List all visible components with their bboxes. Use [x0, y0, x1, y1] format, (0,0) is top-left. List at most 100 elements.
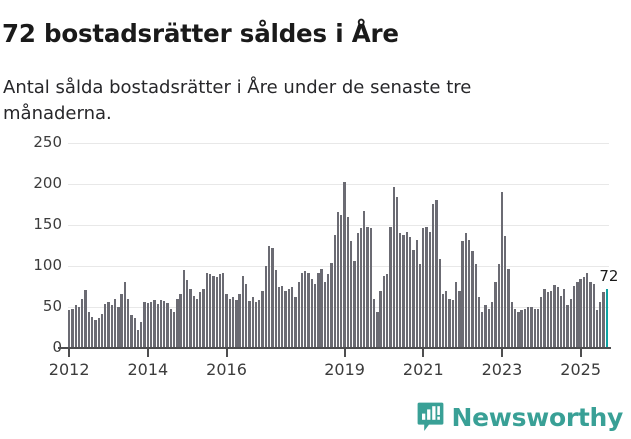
bar[interactable] — [487, 308, 490, 348]
bar[interactable] — [510, 302, 513, 348]
bar[interactable] — [245, 284, 248, 348]
bar[interactable] — [346, 216, 350, 348]
bar[interactable] — [163, 301, 166, 348]
bar[interactable] — [399, 233, 402, 348]
bar[interactable] — [363, 211, 366, 348]
bar[interactable] — [405, 231, 409, 348]
bar[interactable] — [186, 279, 189, 348]
bar[interactable] — [261, 290, 264, 348]
bar[interactable] — [300, 272, 304, 348]
bar[interactable] — [445, 290, 448, 348]
bar[interactable] — [527, 307, 530, 348]
bar[interactable] — [435, 200, 438, 348]
bar[interactable] — [353, 261, 356, 348]
bar[interactable] — [264, 266, 268, 348]
bar[interactable] — [523, 308, 527, 348]
bar[interactable] — [451, 300, 454, 348]
bar[interactable] — [199, 292, 202, 348]
bar[interactable] — [366, 226, 369, 348]
bar[interactable] — [543, 288, 546, 348]
bar[interactable] — [474, 264, 477, 348]
bar[interactable] — [120, 293, 123, 348]
bar[interactable] — [454, 282, 458, 348]
bar[interactable] — [317, 272, 320, 348]
bar[interactable] — [228, 298, 231, 348]
bar[interactable] — [117, 307, 120, 348]
bar[interactable] — [369, 228, 372, 348]
bar[interactable] — [379, 290, 382, 348]
bar[interactable] — [182, 270, 186, 348]
bar[interactable] — [310, 279, 313, 348]
bar[interactable] — [251, 297, 254, 348]
bar[interactable] — [77, 307, 81, 348]
bar[interactable] — [113, 298, 117, 348]
bar[interactable] — [448, 298, 451, 348]
bar[interactable] — [336, 211, 340, 348]
bar[interactable] — [343, 181, 346, 348]
bar[interactable] — [215, 277, 218, 348]
bar[interactable] — [330, 262, 333, 348]
bar-highlighted[interactable] — [605, 288, 609, 348]
bar[interactable] — [327, 274, 330, 348]
bar[interactable] — [349, 241, 353, 348]
bar[interactable] — [313, 284, 317, 348]
bar[interactable] — [513, 309, 517, 348]
bar[interactable] — [153, 300, 156, 348]
bar[interactable] — [582, 277, 586, 348]
bar[interactable] — [87, 311, 90, 348]
bar[interactable] — [208, 274, 212, 348]
bar[interactable] — [130, 315, 133, 348]
bar[interactable] — [425, 226, 428, 348]
bar[interactable] — [127, 298, 130, 348]
bar[interactable] — [248, 301, 251, 348]
bar[interactable] — [71, 308, 74, 348]
bar[interactable] — [376, 311, 379, 348]
bar[interactable] — [241, 275, 245, 348]
bar[interactable] — [235, 300, 238, 348]
bar[interactable] — [149, 302, 153, 348]
bar[interactable] — [218, 274, 222, 348]
bar[interactable] — [599, 302, 602, 348]
bar[interactable] — [490, 302, 494, 348]
bar[interactable] — [602, 292, 605, 348]
bar[interactable] — [481, 311, 484, 348]
bar[interactable] — [231, 297, 235, 348]
bar[interactable] — [97, 318, 100, 348]
bar[interactable] — [408, 237, 412, 348]
bar[interactable] — [497, 263, 500, 348]
bar[interactable] — [294, 297, 297, 348]
bar[interactable] — [549, 290, 553, 348]
bar[interactable] — [222, 272, 225, 348]
bar[interactable] — [225, 293, 228, 348]
bar[interactable] — [189, 288, 192, 348]
bar[interactable] — [553, 284, 556, 348]
bar[interactable] — [372, 298, 376, 348]
bar[interactable] — [559, 295, 563, 348]
bar[interactable] — [504, 235, 507, 348]
bar[interactable] — [412, 249, 415, 348]
bar[interactable] — [107, 302, 110, 348]
bar[interactable] — [254, 302, 258, 348]
bar[interactable] — [74, 305, 77, 348]
bar[interactable] — [323, 282, 327, 348]
bar[interactable] — [110, 305, 113, 348]
bar[interactable] — [281, 285, 284, 348]
bar[interactable] — [415, 239, 418, 348]
bar[interactable] — [212, 275, 215, 348]
bar[interactable] — [471, 251, 474, 348]
bar[interactable] — [572, 285, 576, 348]
bar[interactable] — [81, 298, 84, 348]
bar[interactable] — [441, 293, 445, 348]
bar[interactable] — [569, 298, 572, 348]
newsworthy-logo[interactable]: Newsworthy — [417, 402, 623, 432]
bar[interactable] — [274, 270, 277, 348]
bar[interactable] — [271, 247, 274, 348]
bar[interactable] — [84, 289, 87, 348]
bar[interactable] — [540, 297, 543, 348]
bar[interactable] — [156, 303, 159, 348]
bar[interactable] — [287, 288, 290, 348]
bar[interactable] — [290, 287, 294, 348]
bar[interactable] — [277, 287, 281, 348]
bar[interactable] — [484, 305, 487, 348]
bar[interactable] — [176, 298, 179, 348]
